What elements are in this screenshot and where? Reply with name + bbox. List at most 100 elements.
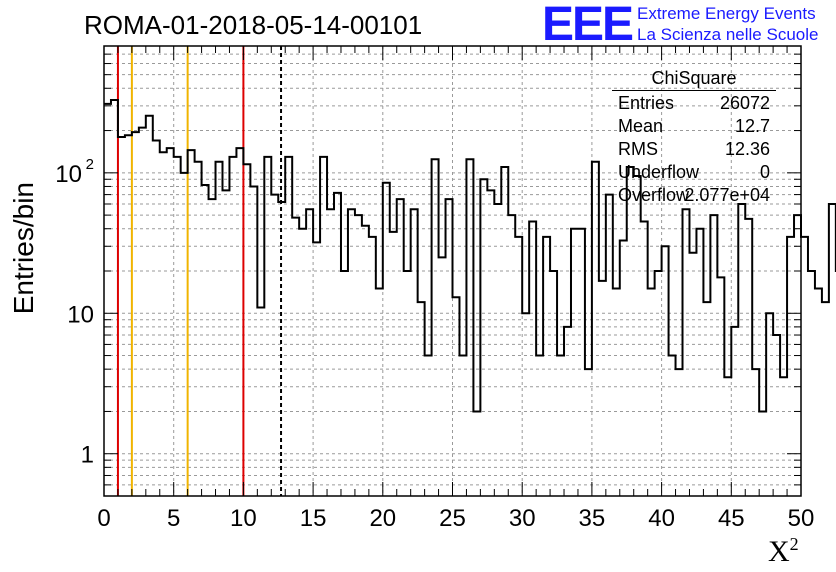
stats-row-mean: Mean 12.7 [618,116,776,138]
stats-value: 12.36 [724,139,770,159]
y-tick-label: 1 [81,442,94,469]
histogram-bin [181,173,188,496]
histogram-bin [278,202,285,496]
stats-row-underflow: Underflow 0 [618,162,776,184]
histogram-bin [752,369,759,496]
histogram-bin [731,327,738,496]
histogram-bin [369,237,376,496]
histogram-bin [390,232,397,496]
y-tick-label-exp: 2 [86,156,94,173]
histogram-bin [689,253,696,496]
x-tick-label: 0 [97,505,110,532]
histogram-bin [634,176,641,496]
histogram-bin [738,204,745,496]
histogram-bin [397,199,404,496]
x-tick-label: 25 [439,505,466,532]
stats-key: Overflow [618,185,690,205]
histogram-bin [292,218,299,496]
histogram-bin [627,167,634,496]
histogram-bin [195,162,202,496]
histogram-bin [578,229,585,496]
histogram-bin [285,157,292,496]
stats-divider [612,90,776,91]
axis-ticks [103,45,802,497]
histogram-bin [418,302,425,496]
histogram-bin [236,148,243,496]
histogram-bin [480,179,487,496]
y-tick-label: 10 [67,301,94,328]
stats-row-rms: RMS 12.36 [618,139,776,161]
histogram-bin [334,193,341,496]
y-axis-title: Entries/bin [8,182,39,315]
histogram-bin [641,222,648,496]
x-tick-label: 50 [788,505,815,532]
histogram-bin [209,199,216,496]
histogram-bin [320,157,327,496]
histogram-bin [111,100,118,496]
histogram-bin [515,237,522,496]
histogram-bin [571,229,578,496]
histogram-bin [815,289,822,496]
histogram-bin [271,195,278,496]
histogram-bin [613,289,620,496]
histogram-bin [466,159,473,496]
histogram-bin [257,307,264,496]
y-axis-title-wrap: Entries/bin [8,182,39,332]
x-tick-label: 30 [509,505,536,532]
stats-key: Underflow [618,162,700,182]
histogram-bin [355,215,362,496]
histogram-bin [599,281,606,496]
histogram-bin [188,150,195,496]
stats-key: Mean [618,116,664,136]
histogram-bin [118,137,125,496]
stats-row-overflow: Overflow 2.077e+04 [618,185,776,207]
histogram-bin [453,297,460,496]
y-tick-label: 10 [55,161,82,188]
histogram-bin [153,140,160,496]
histogram-bin [829,204,836,496]
histogram-bin [243,164,250,496]
x-tick-label: 35 [579,505,606,532]
histogram-bin [425,356,432,496]
histogram-bin [139,128,146,496]
histogram-bin [250,186,257,496]
histogram-bin [648,289,655,496]
x-axis-title: X2 [768,534,799,569]
histogram-bin [745,219,752,496]
histogram-bin [592,162,599,496]
histogram-bin [669,356,676,496]
histogram-bin [167,148,174,496]
histogram-bin [696,229,703,496]
stats-box: ChiSquare Entries 26072 Mean 12.7 RMS 12… [612,66,776,206]
histogram-bin [348,209,355,496]
histogram-bin [327,209,334,496]
histogram-bin [376,289,383,496]
x-tick-label: 15 [300,505,327,532]
histogram-bin [536,356,543,496]
histogram-bin [362,226,369,496]
histogram-bin [557,356,564,496]
histogram-bin [432,159,439,496]
histogram-bin [202,185,209,496]
histogram-bin [229,157,236,496]
histogram-bin [780,377,787,496]
x-axis-title-exp: 2 [789,534,799,554]
histogram-bin [620,240,627,496]
histogram-bin [822,302,829,496]
histogram-bin [146,116,153,496]
histogram-bin [543,237,550,496]
stats-value: 26072 [719,93,770,113]
histogram-bin [313,242,320,496]
marker-lines [116,46,283,496]
logo-mark: EEE [542,0,634,51]
histogram-bin [759,411,766,496]
stats-value: 12.7 [734,116,770,136]
histogram-bin [662,246,669,496]
histogram-bin [550,271,557,496]
histogram-bin [487,190,494,496]
histogram-bin [383,183,390,496]
histogram-bin [501,167,508,496]
x-tick-label: 10 [230,505,257,532]
